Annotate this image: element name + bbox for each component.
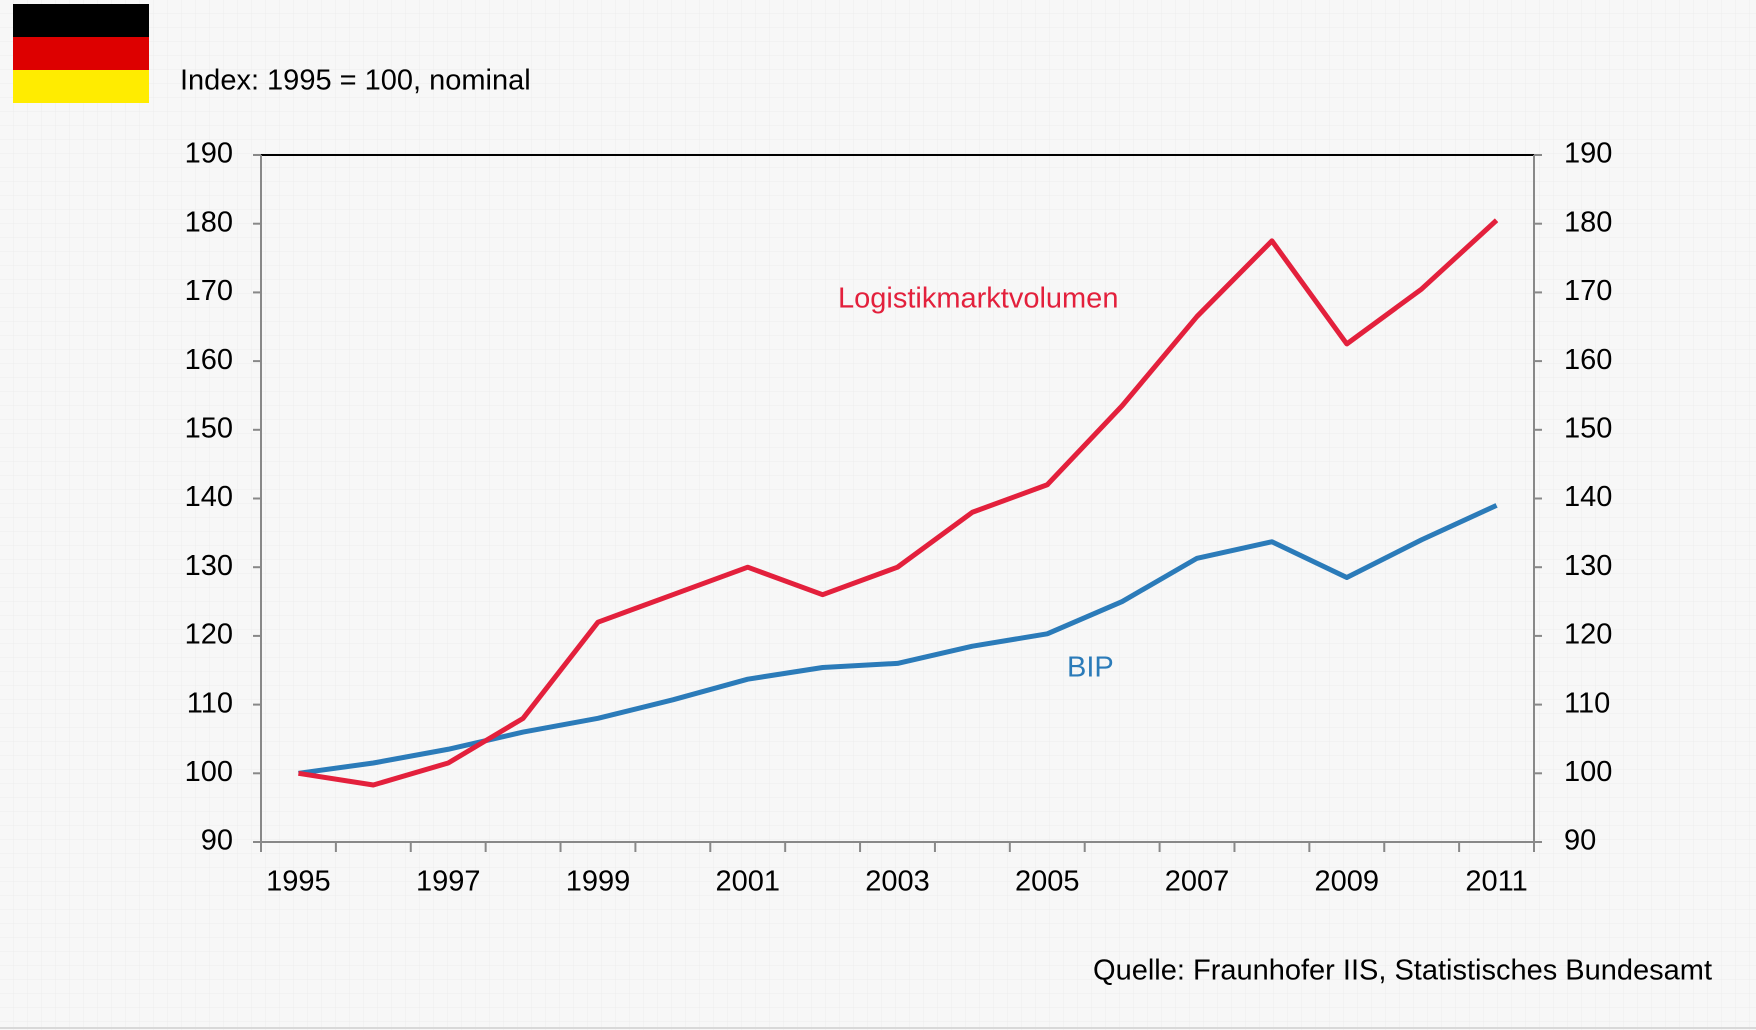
series-label: BIP xyxy=(1067,652,1114,684)
y2-tick-label: 150 xyxy=(1564,412,1612,444)
y2-tick-label: 160 xyxy=(1564,344,1612,376)
y2-tick-label: 130 xyxy=(1564,550,1612,582)
y-tick-label: 120 xyxy=(185,619,233,651)
y-tick-label: 160 xyxy=(185,344,233,376)
y-tick-label: 130 xyxy=(185,550,233,582)
y2-tick-label: 100 xyxy=(1564,756,1612,788)
x-tick-label: 2003 xyxy=(865,866,930,898)
x-tick-label: 1997 xyxy=(416,866,481,898)
y-tick-label: 100 xyxy=(185,756,233,788)
y2-tick-label: 170 xyxy=(1564,275,1612,307)
y2-tick-label: 120 xyxy=(1564,619,1612,651)
series-label: Logistikmarktvolumen xyxy=(838,283,1118,315)
x-tick-label: 2009 xyxy=(1315,866,1380,898)
series-line xyxy=(298,218,1499,788)
x-tick-label: 2005 xyxy=(1015,866,1080,898)
y-tick-label: 190 xyxy=(185,138,233,170)
flag xyxy=(13,4,149,103)
x-tick-label: 2001 xyxy=(715,866,780,898)
y2-tick-label: 90 xyxy=(1564,825,1596,857)
series-line xyxy=(298,503,1498,776)
y-tick-label: 150 xyxy=(185,412,233,444)
y-tick-label: 140 xyxy=(185,481,233,513)
y2-tick-label: 110 xyxy=(1564,687,1610,719)
x-tick-label: 1995 xyxy=(266,866,331,898)
x-tick-label: 1999 xyxy=(566,866,631,898)
y-tick-label: 170 xyxy=(185,275,233,307)
y-tick-label: 180 xyxy=(185,206,233,238)
x-tick-label: 2011 xyxy=(1465,866,1527,898)
y-tick-label: 110 xyxy=(187,687,233,719)
y2-tick-label: 190 xyxy=(1564,138,1612,170)
y2-tick-label: 140 xyxy=(1564,481,1612,513)
y-tick-label: 90 xyxy=(201,825,233,857)
chart-title: Index: 1995 = 100, nominal xyxy=(180,65,531,97)
y2-tick-label: 180 xyxy=(1564,206,1612,238)
x-tick-label: 2007 xyxy=(1165,866,1230,898)
source: Quelle: Fraunhofer IIS, Statistisches Bu… xyxy=(1093,955,1712,987)
